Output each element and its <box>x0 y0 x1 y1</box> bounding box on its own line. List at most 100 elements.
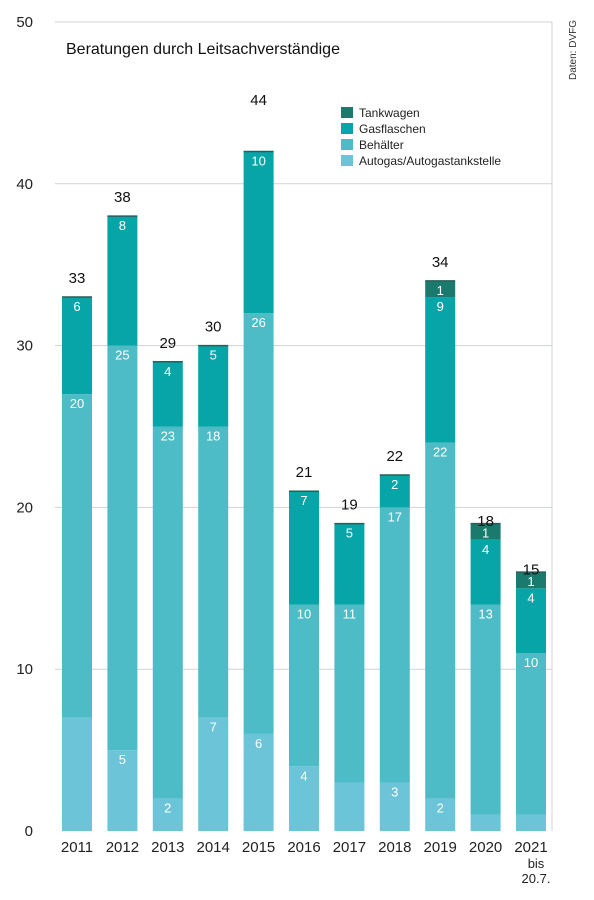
segment-value-label: 17 <box>388 509 402 524</box>
bar-total-label: 34 <box>432 254 449 271</box>
bar-segment <box>379 507 410 783</box>
segment-value-label: 25 <box>115 348 129 363</box>
segment-value-label: 22 <box>433 445 447 460</box>
x-tick-label: 2016 <box>287 839 320 856</box>
y-tick-label: 10 <box>16 661 33 678</box>
bar-total-label: 33 <box>69 270 86 287</box>
bar-segment <box>379 475 410 508</box>
segment-value-label: 5 <box>346 526 353 541</box>
bar-segment <box>516 588 546 654</box>
segment-value-label: 1 <box>437 283 444 298</box>
x-tick-label: 2021 <box>514 839 547 856</box>
segment-value-label: 4 <box>482 542 489 557</box>
bar-segment <box>425 297 456 443</box>
segment-value-label: 13 <box>478 606 492 621</box>
segment-value-label: 2 <box>391 477 398 492</box>
bar-total-label: 38 <box>114 189 131 206</box>
x-tick-label: 2019 <box>424 839 457 856</box>
bar-segment <box>62 297 92 395</box>
bar-segment <box>289 491 319 605</box>
x-tick-label: 2012 <box>106 839 139 856</box>
segment-value-label: 23 <box>161 429 175 444</box>
legend-swatch <box>341 123 353 134</box>
bar-segment <box>425 442 456 799</box>
bar-segment <box>198 426 229 718</box>
x-tick-label: 2015 <box>242 839 275 856</box>
legend-label: Gasflaschen <box>359 122 426 136</box>
y-tick-label: 40 <box>16 176 33 193</box>
segment-value-label: 10 <box>524 655 538 670</box>
bar-segment <box>516 814 546 831</box>
bar-segment <box>516 653 546 815</box>
bar-segment <box>334 604 365 783</box>
chart-title: Beratungen durch Leitsachverständige <box>66 41 340 58</box>
segment-value-label: 4 <box>164 364 171 379</box>
x-tick-label: 2017 <box>333 839 366 856</box>
segment-value-label: 2 <box>437 801 444 816</box>
segment-value-label: 6 <box>73 299 80 314</box>
bar-segment <box>470 523 501 540</box>
bars <box>62 150 546 831</box>
bar-segment <box>470 814 501 831</box>
legend-label: Behälter <box>359 138 404 152</box>
segment-value-label: 8 <box>119 218 126 233</box>
segment-value-label: 5 <box>119 752 126 767</box>
bar-segment <box>198 717 229 831</box>
segment-value-label: 4 <box>300 768 307 783</box>
y-tick-label: 50 <box>16 14 33 31</box>
bar-segment <box>243 733 274 831</box>
bar-segment <box>334 782 365 831</box>
segment-value-label: 26 <box>251 315 265 330</box>
segment-value-label: 6 <box>255 736 262 751</box>
x-tick-label: 2011 <box>61 839 93 856</box>
segment-value-label: 9 <box>437 299 444 314</box>
segment-value-label: 20 <box>70 396 84 411</box>
bar-segment <box>334 523 365 605</box>
bar-segment <box>107 345 138 751</box>
segment-value-label: 5 <box>210 348 217 363</box>
bar-segment <box>198 345 229 427</box>
legend: Tankwagen Gasflaschen Behälter Autogas/Auto… <box>341 106 501 168</box>
segment-value-label: 10 <box>297 606 311 621</box>
segment-value-label: 7 <box>300 493 307 508</box>
gridlines <box>55 21 553 831</box>
segment-value-label: 2 <box>164 801 171 816</box>
bar-segment <box>289 604 319 767</box>
y-tick-label: 30 <box>16 338 33 355</box>
segment-value-label: 11 <box>343 606 357 621</box>
bar-total-label: 22 <box>386 448 403 465</box>
bar-segment <box>470 539 501 605</box>
bar-segment <box>107 216 138 346</box>
bar-total-label: 18 <box>477 513 494 530</box>
bar-total-label: 15 <box>523 561 540 578</box>
bar-segment <box>62 717 92 831</box>
bar-segment <box>152 426 183 799</box>
x-tick-label: 2018 <box>378 839 411 856</box>
segment-value-label: 18 <box>206 429 220 444</box>
bar-segment <box>470 604 501 815</box>
bar-segment <box>243 151 274 314</box>
bar-total-label: 29 <box>159 335 176 352</box>
bar-segment <box>289 766 319 831</box>
data-source: Daten: DVFG <box>568 20 579 80</box>
legend-swatch <box>341 107 353 118</box>
bar-segment <box>516 572 546 589</box>
bar-total-label: 19 <box>341 497 358 514</box>
bar-segment <box>243 313 274 734</box>
legend-swatch <box>341 139 353 150</box>
bar-segment <box>152 798 183 831</box>
bar-segment <box>62 394 92 718</box>
segment-value-label: 10 <box>251 153 265 168</box>
y-tick-label: 0 <box>25 823 33 840</box>
x-tick-label: 2014 <box>197 839 230 856</box>
legend-label: Autogas/Autogastankstelle <box>359 154 501 168</box>
bar-segment <box>107 750 138 831</box>
data-labels: 2063352583822342971853062610444107211151… <box>69 92 540 816</box>
segment-value-label: 1 <box>527 574 534 589</box>
bar-total-label: 44 <box>250 92 267 109</box>
legend-label: Tankwagen <box>359 106 420 120</box>
segment-value-label: 7 <box>210 720 217 735</box>
